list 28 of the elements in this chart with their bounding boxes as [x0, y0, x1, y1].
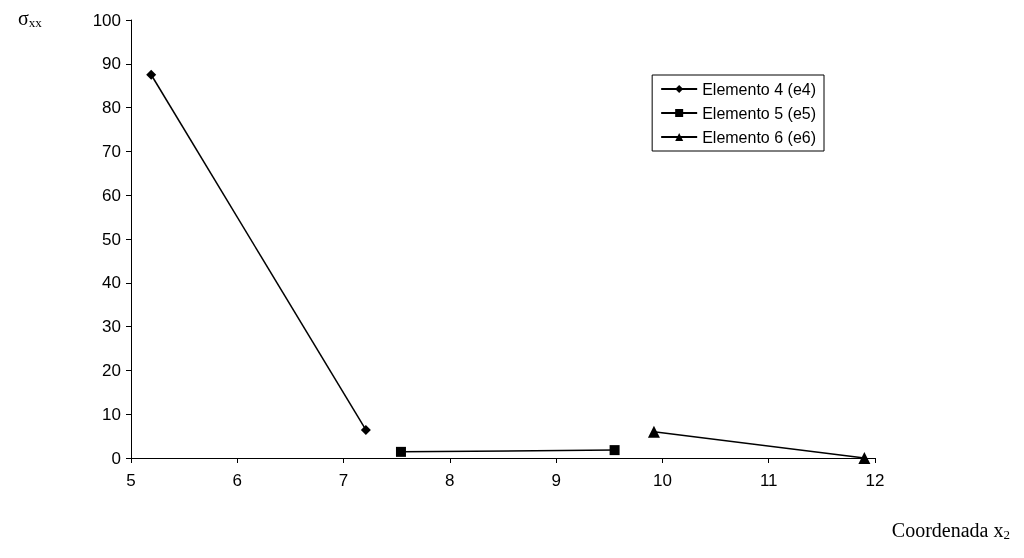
y-tick-label: 80 [102, 98, 121, 118]
x-tick-label: 5 [126, 471, 136, 490]
legend-label: Elemento 6 (e6) [702, 128, 817, 146]
legend-label: Elemento 4 (e4) [702, 80, 817, 98]
x-axis-title: Coordenada x2 [891, 519, 1010, 542]
y-tick-label: 60 [102, 185, 121, 205]
point [609, 445, 620, 456]
y-tick-label: 50 [102, 229, 121, 249]
y-tick-label: 0 [111, 448, 121, 468]
y-tick-label: 20 [102, 360, 121, 380]
x-tick-label: 9 [551, 471, 561, 490]
x-tick-label: 7 [338, 471, 349, 490]
point [395, 446, 406, 457]
y-axis-title: σxx [18, 7, 43, 30]
x-tick-label: 10 [652, 471, 672, 490]
legend-label: Elemento 5 (e5) [702, 104, 817, 122]
point [360, 424, 371, 435]
x-tick-label: 11 [759, 471, 778, 490]
y-tick-label: 100 [92, 10, 121, 30]
x-tick-label: 12 [865, 471, 885, 490]
x-tick-label: 8 [445, 471, 455, 490]
y-tick-label: 30 [102, 317, 121, 337]
y-tick-label: 70 [102, 141, 121, 161]
y-tick-label: 90 [102, 54, 121, 74]
point [146, 69, 157, 80]
y-tick-label: 10 [102, 404, 121, 424]
x-tick-label: 6 [232, 471, 243, 490]
y-tick-label: 40 [102, 273, 121, 293]
